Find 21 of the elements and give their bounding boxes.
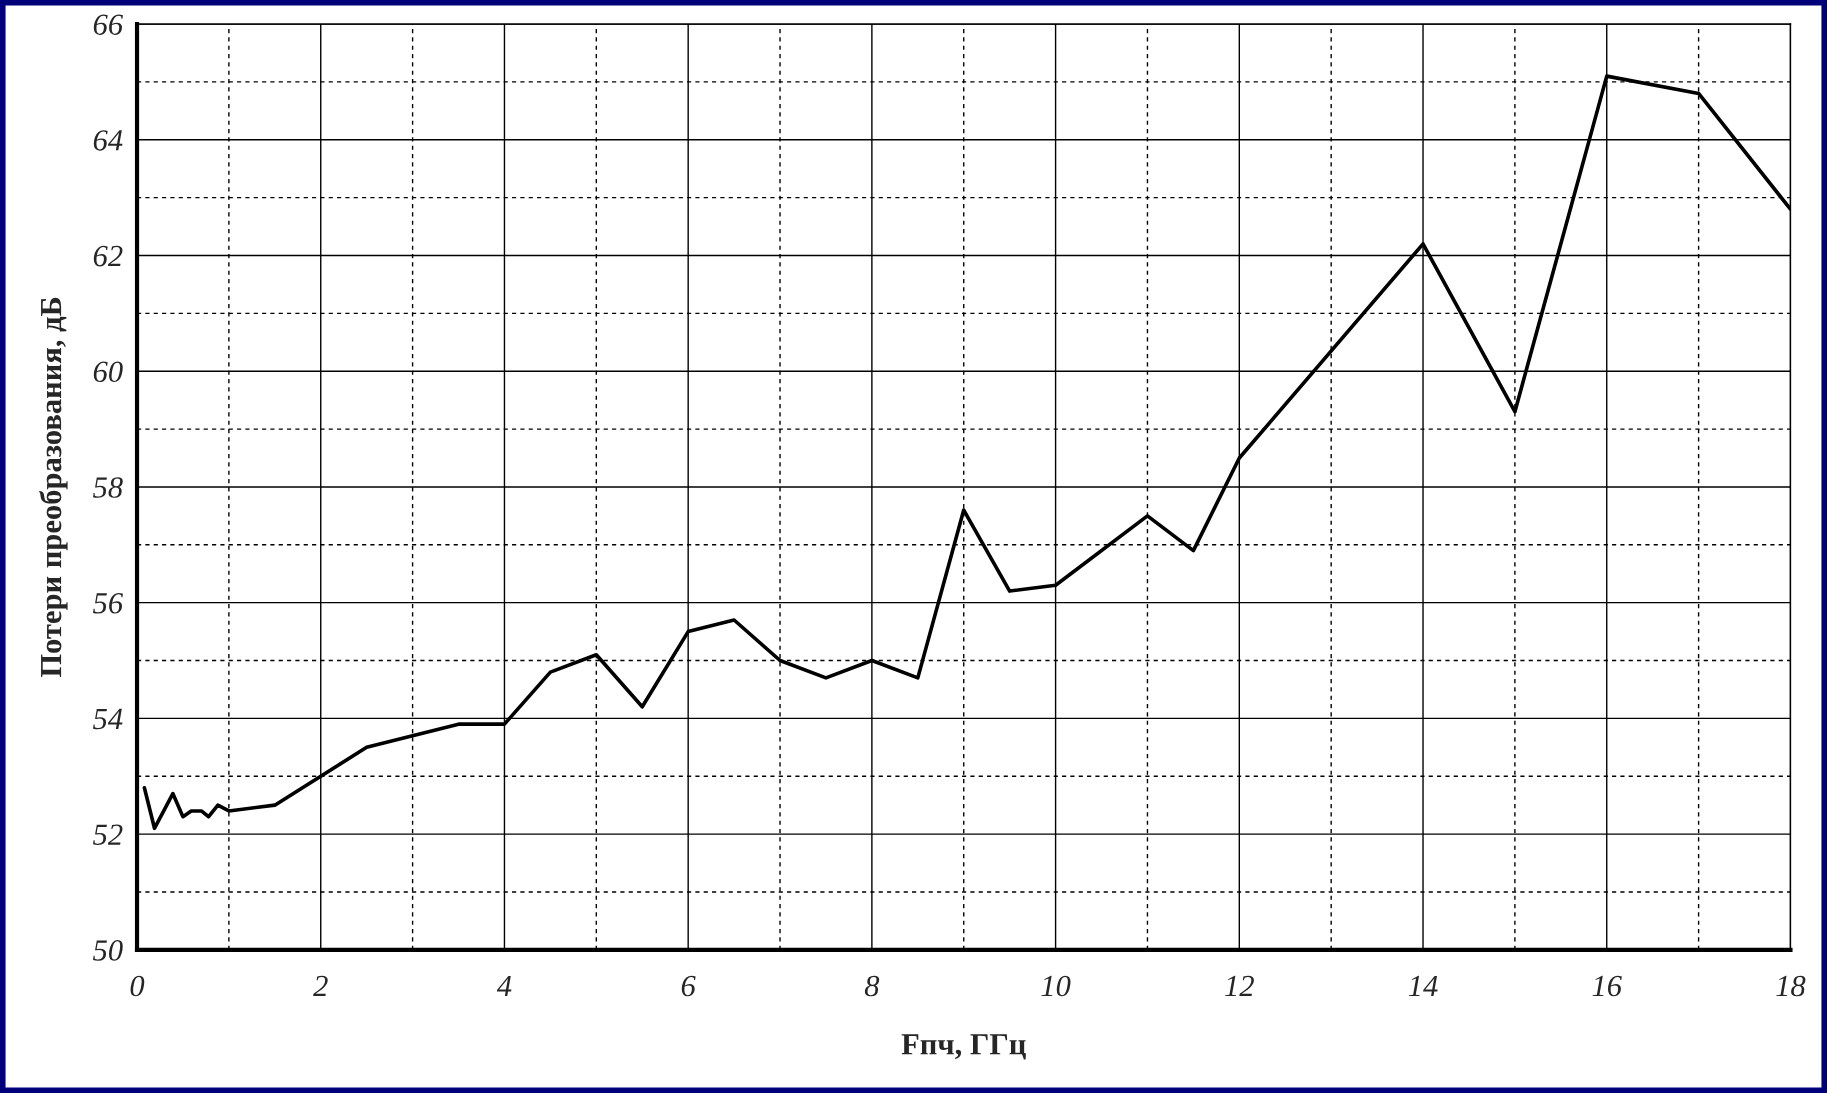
y-tick-label: 64: [93, 130, 123, 151]
x-tick-label: 14: [1408, 975, 1438, 997]
x-tick-label: 0: [130, 975, 145, 997]
y-tick-label: 56: [93, 593, 123, 614]
x-tick-label: 16: [1592, 975, 1622, 997]
x-tick-label: 12: [1225, 975, 1254, 997]
x-tick-label: 8: [864, 975, 880, 997]
x-axis-title: Fпч, ГГц: [901, 1034, 1026, 1060]
y-tick-label: 54: [93, 708, 123, 730]
y-tick-label: 66: [93, 14, 123, 35]
x-tick-label: 6: [681, 975, 696, 997]
y-tick-label: 58: [93, 477, 123, 498]
x-tick-label: 10: [1041, 975, 1071, 997]
x-tick-label: 4: [496, 975, 512, 997]
y-tick-label: 52: [93, 824, 123, 845]
y-tick-label: 60: [93, 361, 123, 383]
x-tick-label: 18: [1776, 975, 1806, 997]
y-axis-title: Потери преобразования, дБ: [39, 297, 68, 678]
x-tick-label: 2: [313, 975, 328, 997]
y-tick-label: 50: [93, 940, 123, 961]
y-tick-label: 62: [93, 245, 123, 267]
